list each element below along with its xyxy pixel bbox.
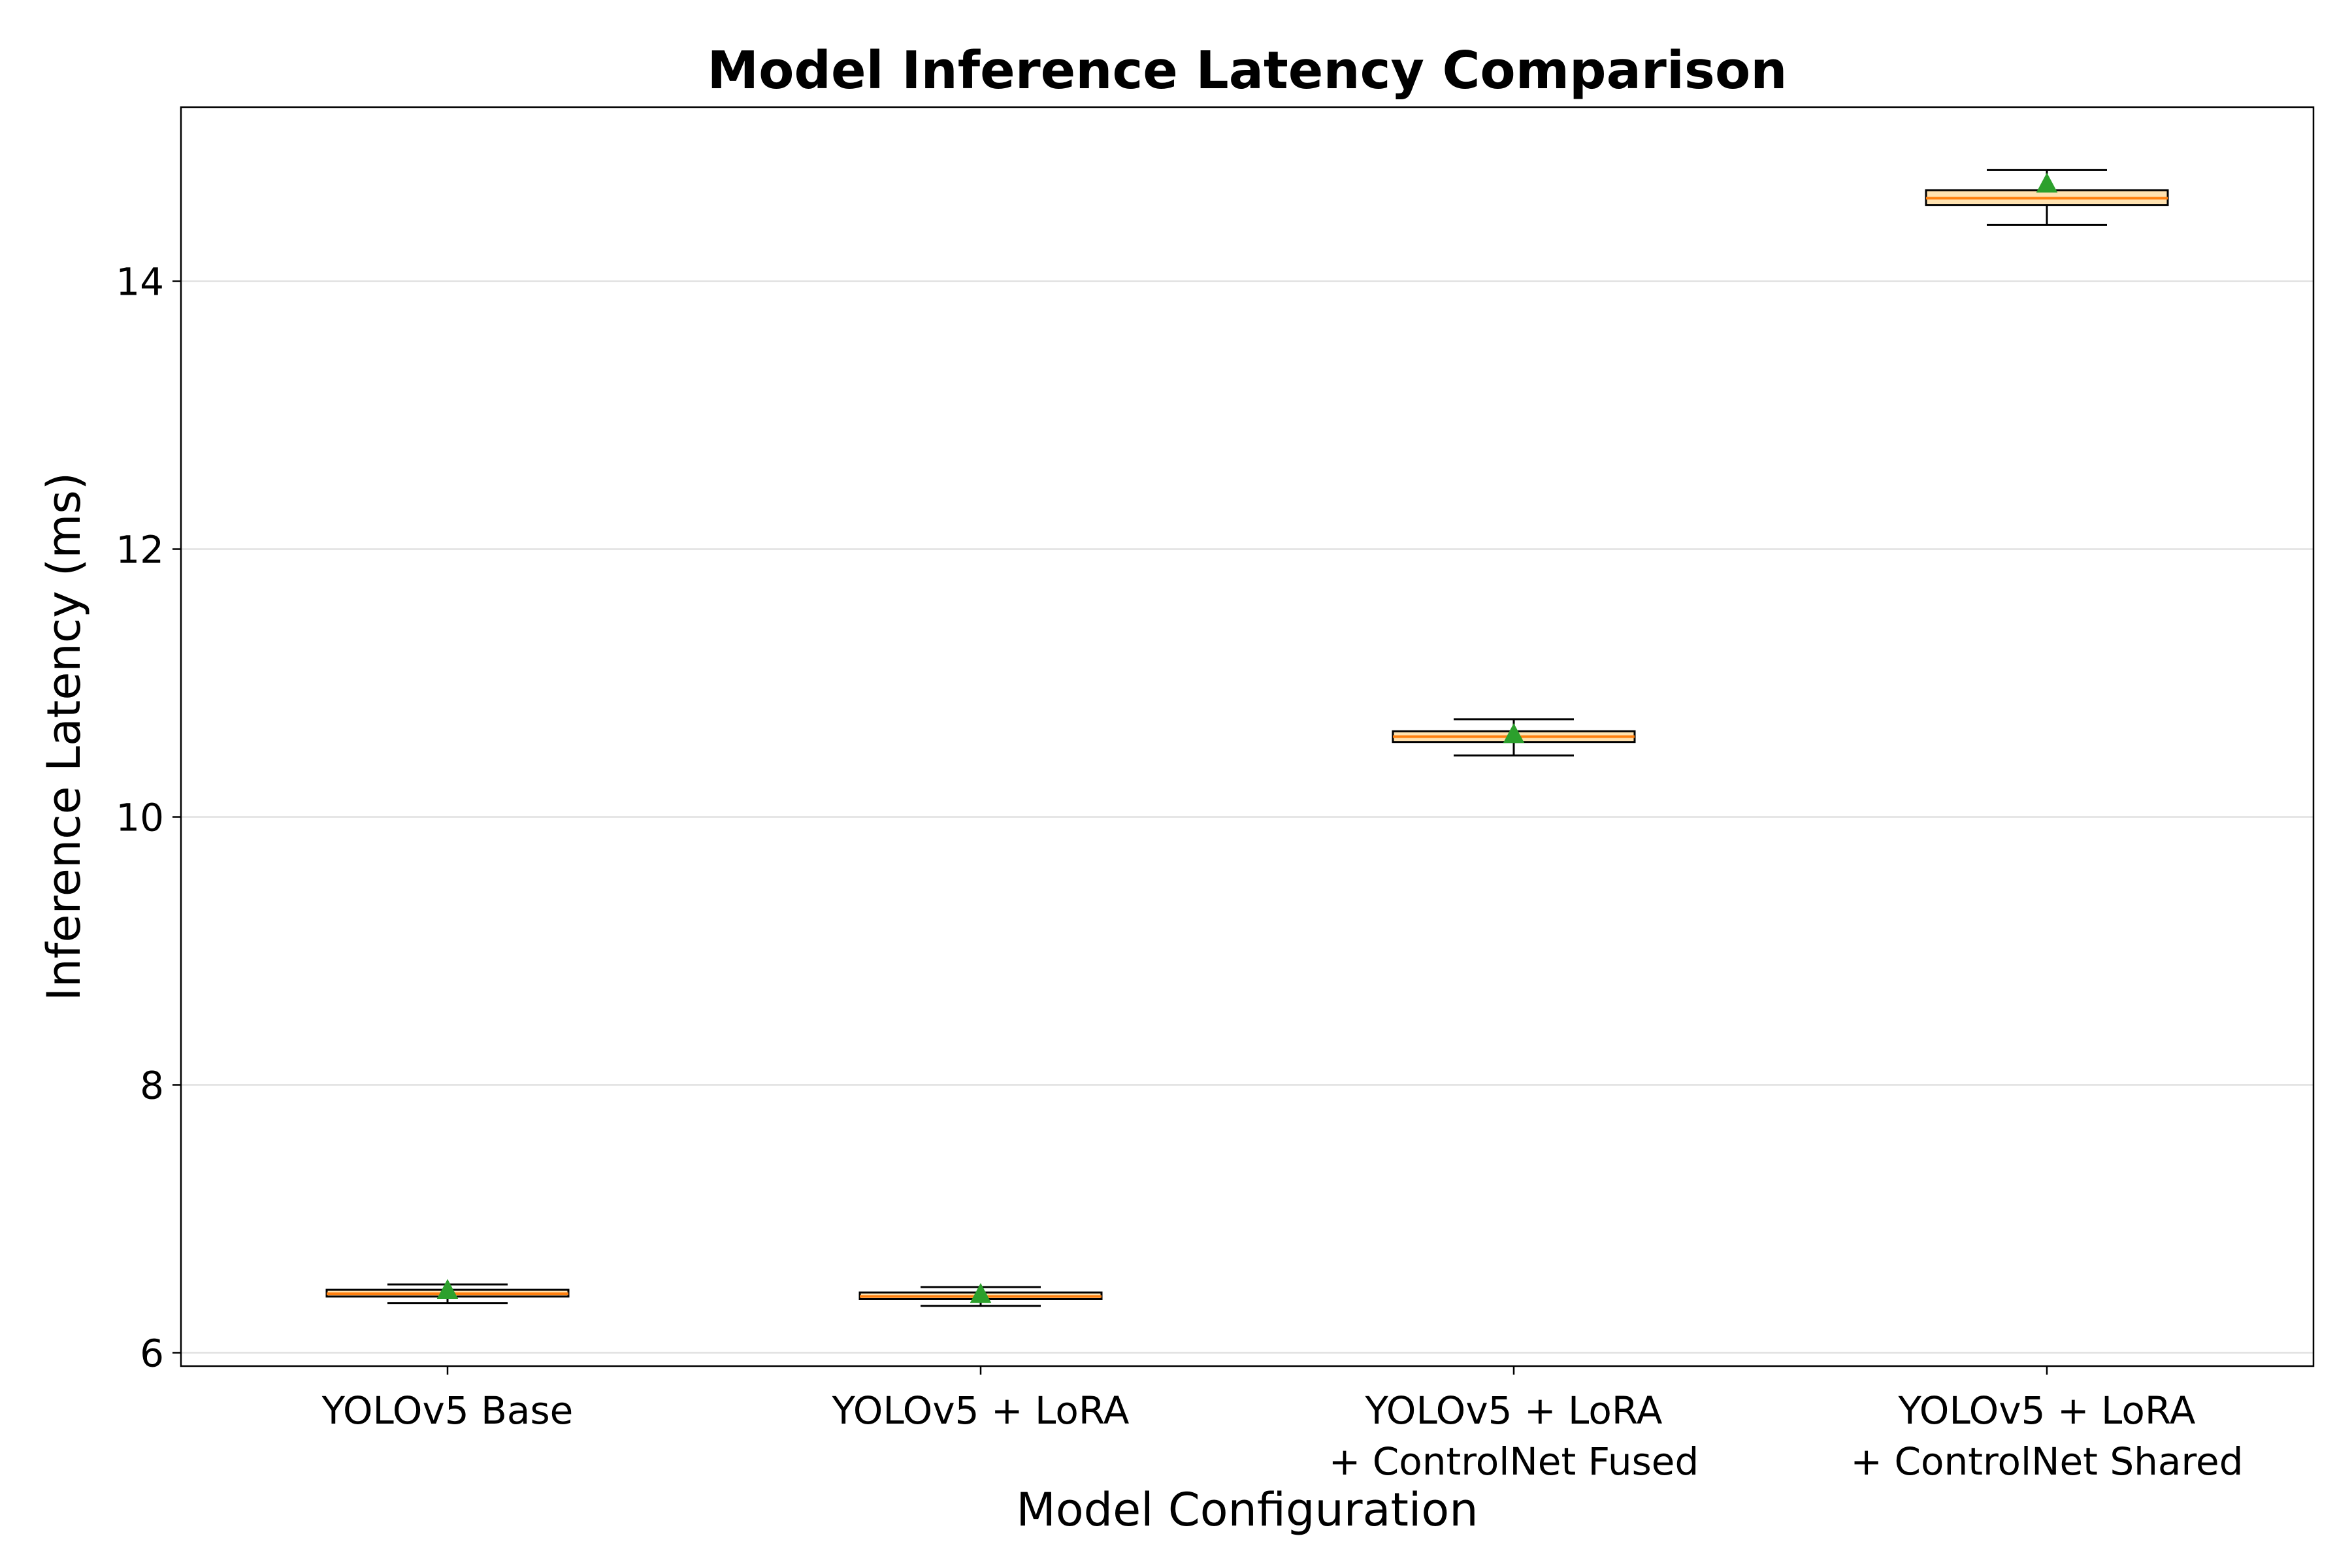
plot-frame <box>180 106 2315 1367</box>
box-series-3 <box>1392 718 1636 757</box>
x-tick-label: YOLOv5 + LoRA <box>832 1388 1130 1433</box>
y-tick-label: 8 <box>140 1064 164 1108</box>
box-series-4 <box>1925 169 2169 226</box>
box-series-1 <box>325 1279 570 1305</box>
mean-marker <box>436 1279 459 1299</box>
y-tick-label: 14 <box>116 260 164 304</box>
mean-marker <box>1503 723 1525 743</box>
y-axis-label: Inference Latency (ms) <box>37 472 91 1001</box>
y-tick-label: 12 <box>116 528 164 572</box>
x-tick-label: YOLOv5 Base <box>321 1388 574 1433</box>
mean-marker <box>2036 172 2058 193</box>
x-tick-label-line: + ControlNet Fused <box>1329 1439 1699 1484</box>
x-axis-label: Model Configuration <box>1016 1483 1478 1537</box>
y-tick-label: 6 <box>140 1331 164 1376</box>
mean-marker <box>970 1282 992 1303</box>
x-tick-label: YOLOv5 + LoRA + ControlNet Shared <box>1850 1388 2243 1484</box>
x-tick-label-line: YOLOv5 + LoRA <box>1898 1388 2196 1433</box>
x-tick-label-line: YOLOv5 + LoRA <box>832 1388 1130 1433</box>
grid-lines <box>181 280 2313 1354</box>
x-tick-label-line: + ControlNet Shared <box>1850 1439 2243 1484</box>
box-series-2 <box>858 1282 1103 1307</box>
y-tick-label: 10 <box>116 796 164 840</box>
box-layer <box>325 169 2169 1307</box>
x-tick-label-line: YOLOv5 + LoRA <box>1365 1388 1663 1433</box>
x-tick-label: YOLOv5 + LoRA + ControlNet Fused <box>1329 1388 1699 1484</box>
x-tick-label-line: YOLOv5 Base <box>321 1388 574 1433</box>
chart-title: Model Inference Latency Comparison <box>708 41 1788 101</box>
